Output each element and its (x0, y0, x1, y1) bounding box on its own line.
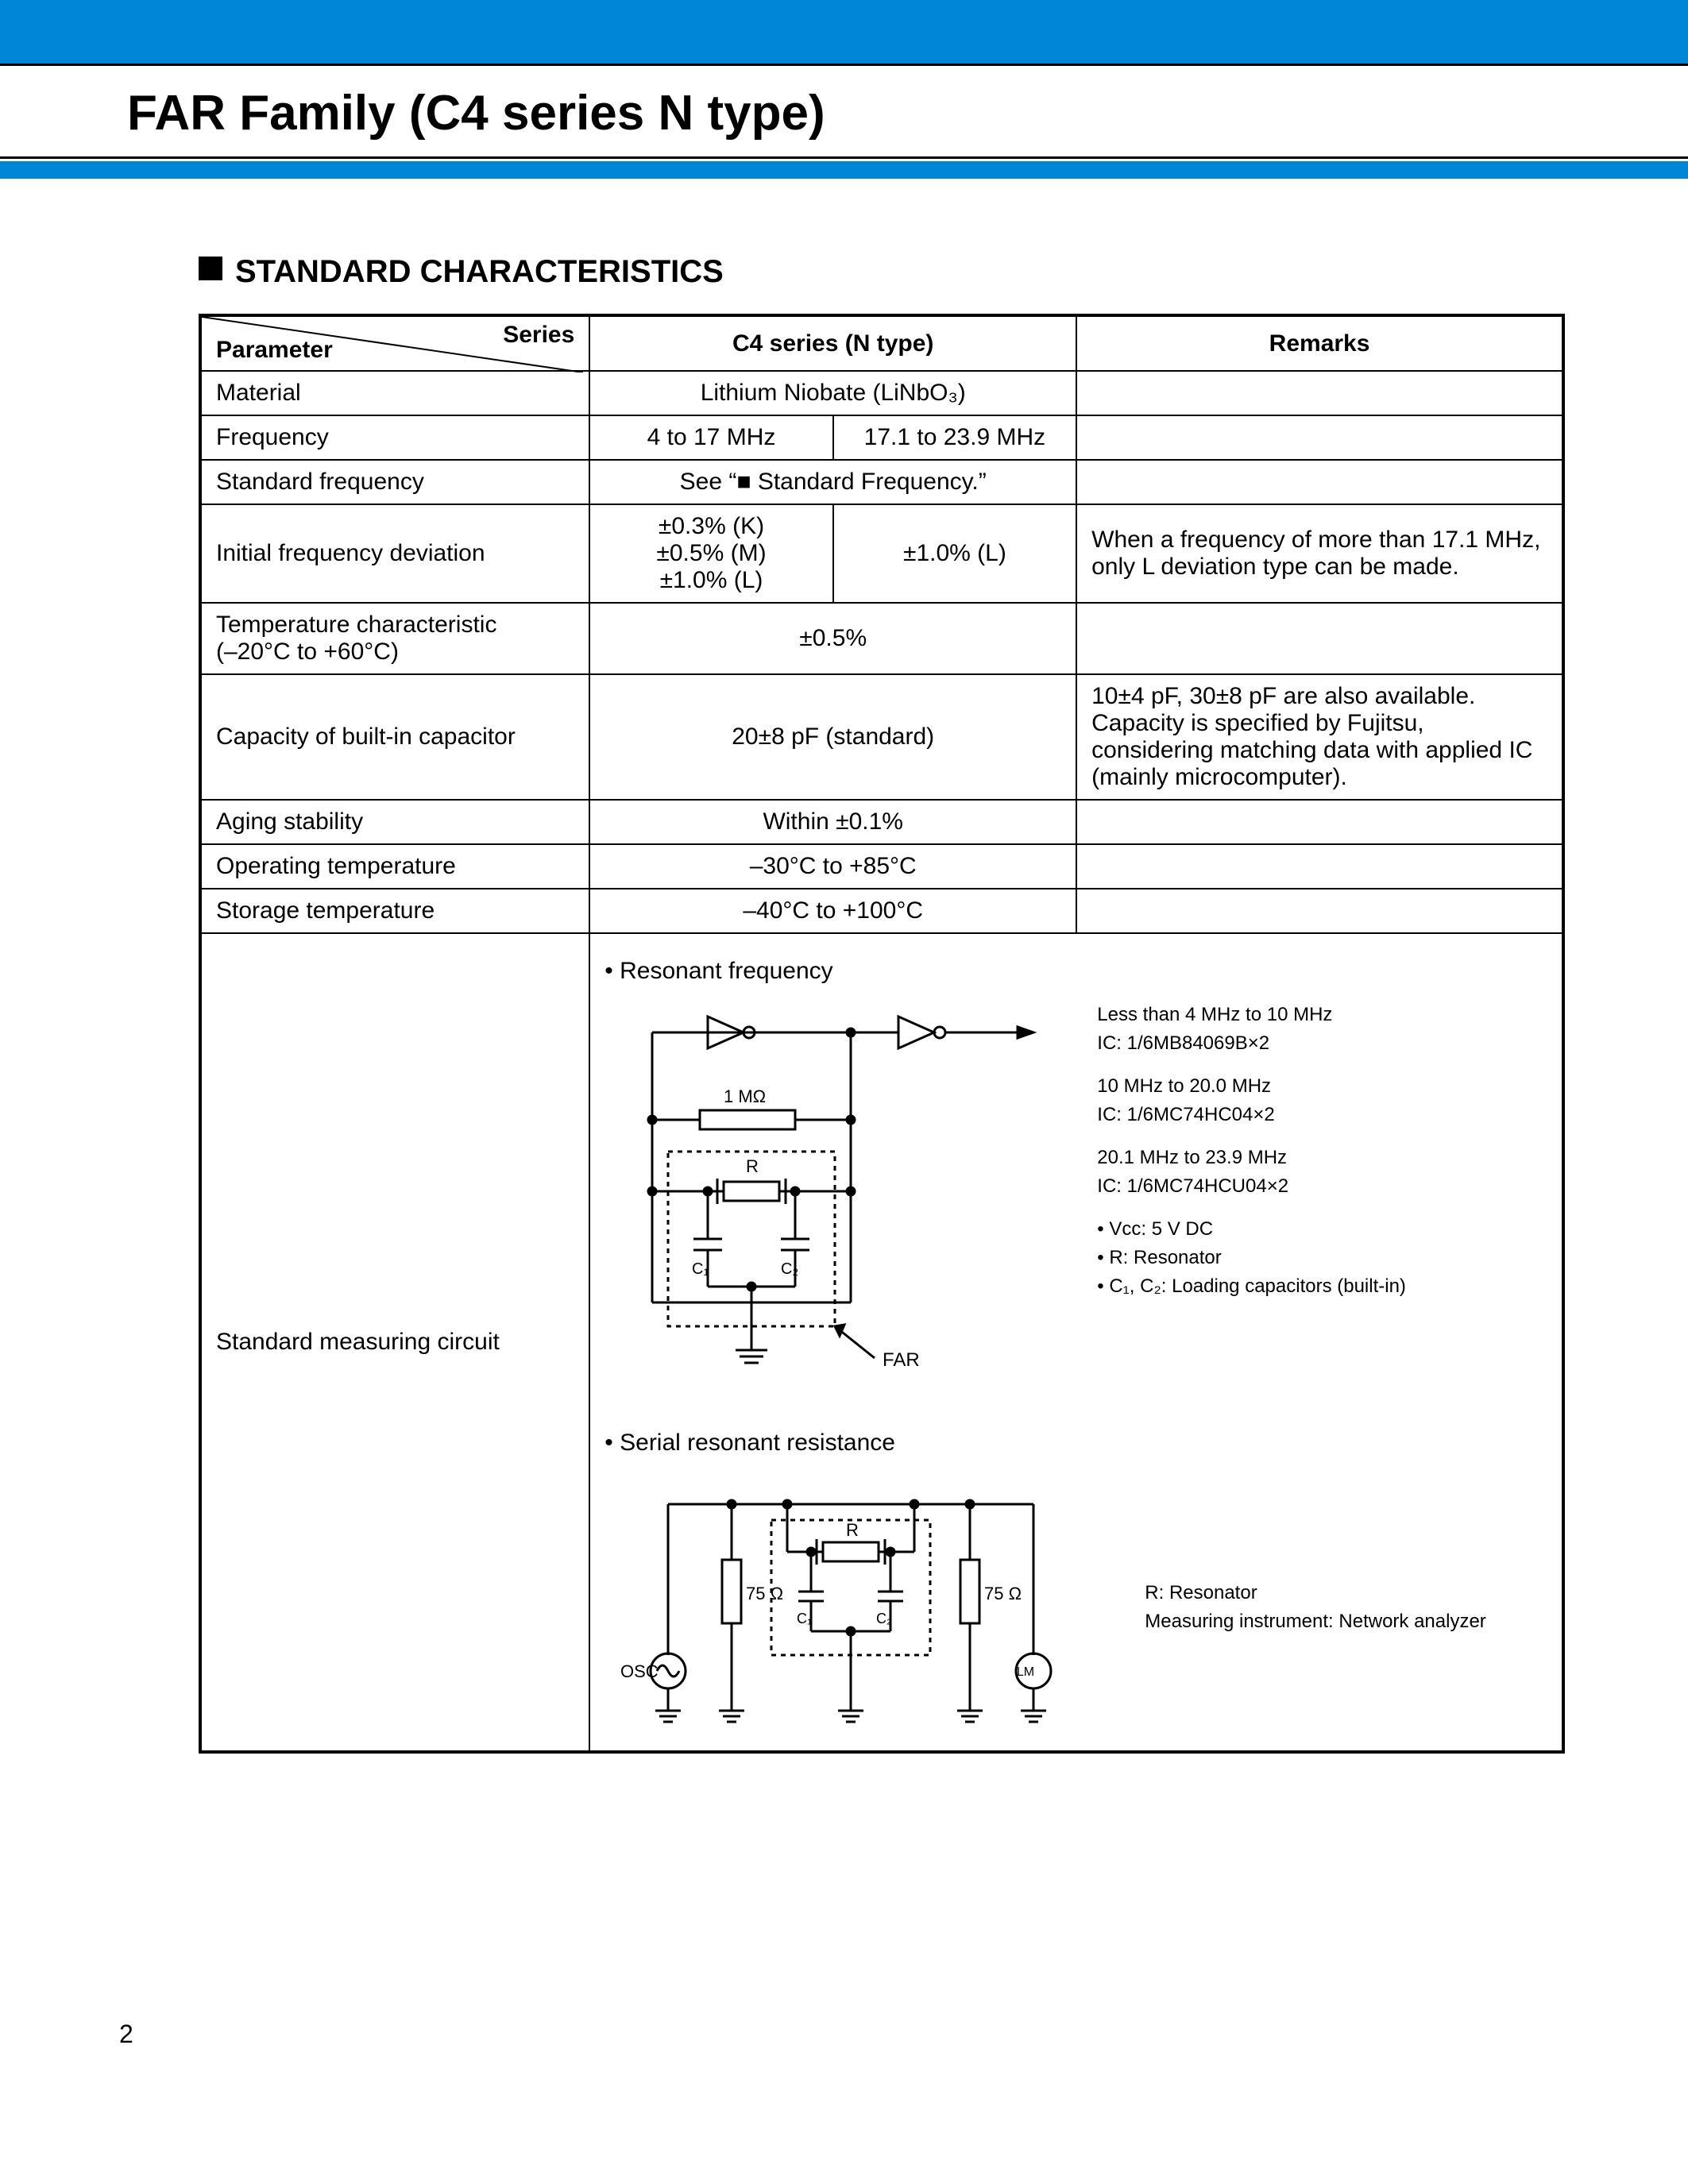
param-stor-temp: Storage temperature (200, 889, 589, 933)
row-standard-frequency: Standard frequency See “■ Standard Frequ… (200, 460, 1563, 504)
value-aging: Within ±0.1% (589, 800, 1076, 844)
remark-op-temp (1076, 844, 1563, 889)
remark-material (1076, 371, 1563, 415)
remark-init-dev: When a frequency of more than 17.1 MHz, … (1076, 504, 1563, 603)
label2-osc: OSC (620, 1661, 659, 1681)
header-remarks: Remarks (1076, 315, 1563, 371)
remark-capacity: 10±4 pF, 30±8 pF are also available. Cap… (1076, 674, 1563, 800)
row-stor-temp: Storage temperature –40°C to +100°C (200, 889, 1563, 933)
label2-c1: C₁ (797, 1611, 812, 1626)
param-circuit: Standard measuring circuit (200, 933, 589, 1752)
label2-r: R (846, 1520, 859, 1540)
value-frequency-2: 17.1 to 23.9 MHz (833, 415, 1076, 460)
c1-note-b1: • Vcc: 5 V DC (1097, 1215, 1406, 1244)
param-op-temp: Operating temperature (200, 844, 589, 889)
param-std-freq: Standard frequency (200, 460, 589, 504)
c1-note-b2: • R: Resonator (1097, 1244, 1406, 1272)
c1-note-g1b: IC: 1/6MB84069B×2 (1097, 1029, 1406, 1058)
circuit2-heading: • Serial resonant resistance (605, 1430, 1547, 1457)
remark-stor-temp (1076, 889, 1563, 933)
header-c4: C4 series (N type) (589, 315, 1076, 371)
label2-lm: LM (1017, 1665, 1034, 1679)
label-c1: C₁ (692, 1260, 709, 1278)
diagonal-header-cell: Parameter Series (200, 315, 589, 371)
page-title: FAR Family (C4 series N type) (0, 66, 1688, 161)
value-init-dev-1: ±0.3% (K) ±0.5% (M) ±1.0% (L) (589, 504, 832, 603)
value-op-temp: –30°C to +85°C (589, 844, 1076, 889)
c2-note-2: Measuring instrument: Network analyzer (1145, 1607, 1486, 1636)
remark-std-freq (1076, 460, 1563, 504)
label-c2: C₂ (781, 1260, 798, 1278)
param-capacity: Capacity of built-in capacitor (200, 674, 589, 800)
row-material: Material Lithium Niobate (LiNbO₃) (200, 371, 1563, 415)
label-1mohm: 1 MΩ (724, 1086, 766, 1106)
remark-temp-char (1076, 603, 1563, 674)
circuit2-block: R C₁ C₂ 75 Ω 75 Ω OSC LM R: Resonator Me… (605, 1472, 1547, 1742)
value-capacity: 20±8 pF (standard) (589, 674, 1076, 800)
table-header-row: Parameter Series C4 series (N type) Rema… (200, 315, 1563, 371)
value-material: Lithium Niobate (LiNbO₃) (589, 371, 1076, 415)
title-underline (0, 161, 1688, 179)
param-frequency: Frequency (200, 415, 589, 460)
circuit1-heading: • Resonant frequency (605, 958, 1547, 985)
circuit1-notes: Less than 4 MHz to 10 MHz IC: 1/6MB84069… (1097, 1001, 1406, 1301)
value-std-freq: See “■ Standard Frequency.” (589, 460, 1076, 504)
row-circuit: Standard measuring circuit • Resonant fr… (200, 933, 1563, 1752)
datasheet-page: FAR Family (C4 series N type) STANDARD C… (0, 0, 1688, 2184)
value-temp-char: ±0.5% (589, 603, 1076, 674)
circuit-cell: • Resonant frequency (589, 933, 1563, 1752)
row-init-deviation: Initial frequency deviation ±0.3% (K) ±0… (200, 504, 1563, 603)
section-title-text: STANDARD CHARACTERISTICS (235, 254, 724, 289)
resonant-frequency-circuit-diagram: 1 MΩ R C₁ C₂ FAR (605, 1001, 1049, 1382)
label2-c2: C₂ (876, 1611, 892, 1626)
c1-note-g2b: IC: 1/6MC74HC04×2 (1097, 1101, 1406, 1129)
value-frequency-1: 4 to 17 MHz (589, 415, 832, 460)
label2-75a: 75 Ω (746, 1584, 783, 1603)
label2-75b: 75 Ω (984, 1584, 1022, 1603)
c1-note-g3b: IC: 1/6MC74HCU04×2 (1097, 1172, 1406, 1201)
characteristics-table: Parameter Series C4 series (N type) Rema… (199, 314, 1565, 1754)
value-init-dev-2: ±1.0% (L) (833, 504, 1076, 603)
section-heading: STANDARD CHARACTERISTICS (199, 254, 1565, 290)
row-aging: Aging stability Within ±0.1% (200, 800, 1563, 844)
page-number: 2 (119, 2020, 133, 2049)
c2-note-1: R: Resonator (1145, 1579, 1486, 1607)
c1-note-b3: • C₁, C₂: Loading capacitors (built-in) (1097, 1272, 1406, 1301)
row-temp-characteristic: Temperature characteristic (–20°C to +60… (200, 603, 1563, 674)
row-frequency: Frequency 4 to 17 MHz 17.1 to 23.9 MHz (200, 415, 1563, 460)
label-far: FAR (883, 1349, 920, 1371)
header-series: Series (503, 322, 574, 349)
value-stor-temp: –40°C to +100°C (589, 889, 1076, 933)
c1-note-g3a: 20.1 MHz to 23.9 MHz (1097, 1144, 1406, 1172)
c1-note-g1a: Less than 4 MHz to 10 MHz (1097, 1001, 1406, 1029)
row-op-temp: Operating temperature –30°C to +85°C (200, 844, 1563, 889)
c1-note-g2a: 10 MHz to 20.0 MHz (1097, 1072, 1406, 1101)
circuit2-notes: R: Resonator Measuring instrument: Netwo… (1145, 1579, 1486, 1636)
param-material: Material (200, 371, 589, 415)
header-parameter: Parameter (216, 337, 333, 364)
circuit1-block: 1 MΩ R C₁ C₂ FAR Less than 4 MHz to 10 M… (605, 1001, 1547, 1382)
top-blue-bar (0, 0, 1688, 64)
param-aging: Aging stability (200, 800, 589, 844)
param-init-dev: Initial frequency deviation (200, 504, 589, 603)
remark-frequency (1076, 415, 1563, 460)
title-bar: FAR Family (C4 series N type) (0, 64, 1688, 159)
param-temp-char: Temperature characteristic (–20°C to +60… (200, 603, 589, 674)
content-area: STANDARD CHARACTERISTICS Parameter Serie… (199, 254, 1565, 1754)
serial-resonant-circuit-diagram: R C₁ C₂ 75 Ω 75 Ω OSC LM (605, 1472, 1097, 1742)
row-capacity: Capacity of built-in capacitor 20±8 pF (… (200, 674, 1563, 800)
square-bullet-icon (199, 257, 222, 280)
label-r: R (746, 1156, 759, 1176)
remark-aging (1076, 800, 1563, 844)
